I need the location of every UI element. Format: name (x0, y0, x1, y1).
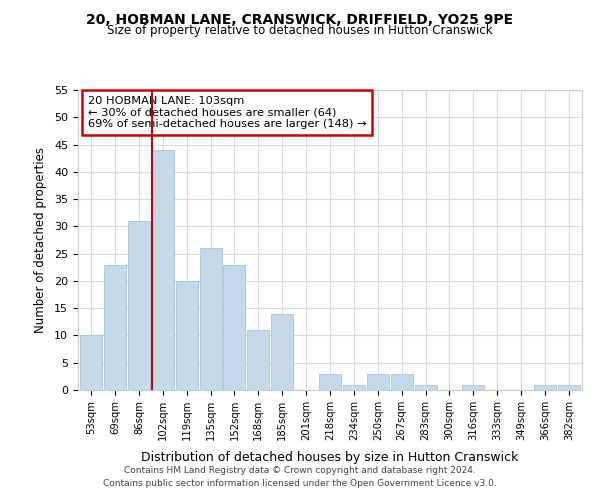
X-axis label: Distribution of detached houses by size in Hutton Cranswick: Distribution of detached houses by size … (142, 451, 518, 464)
Text: Contains HM Land Registry data © Crown copyright and database right 2024.
Contai: Contains HM Land Registry data © Crown c… (103, 466, 497, 487)
Text: Size of property relative to detached houses in Hutton Cranswick: Size of property relative to detached ho… (107, 24, 493, 37)
Bar (80, 336, 102, 390)
Bar (247, 330, 269, 390)
Bar (104, 264, 126, 390)
Bar (319, 374, 341, 390)
Y-axis label: Number of detached properties: Number of detached properties (34, 147, 47, 333)
Bar (558, 384, 580, 390)
Bar (176, 281, 197, 390)
Text: 20 HOBMAN LANE: 103sqm
← 30% of detached houses are smaller (64)
69% of semi-det: 20 HOBMAN LANE: 103sqm ← 30% of detached… (88, 96, 367, 129)
Bar (343, 384, 365, 390)
Bar (152, 150, 174, 390)
Bar (391, 374, 413, 390)
Bar (271, 314, 293, 390)
Bar (223, 264, 245, 390)
Bar (534, 384, 556, 390)
Bar (367, 374, 389, 390)
Text: 20, HOBMAN LANE, CRANSWICK, DRIFFIELD, YO25 9PE: 20, HOBMAN LANE, CRANSWICK, DRIFFIELD, Y… (86, 12, 514, 26)
Bar (415, 384, 437, 390)
Bar (128, 221, 150, 390)
Bar (463, 384, 484, 390)
Bar (200, 248, 221, 390)
